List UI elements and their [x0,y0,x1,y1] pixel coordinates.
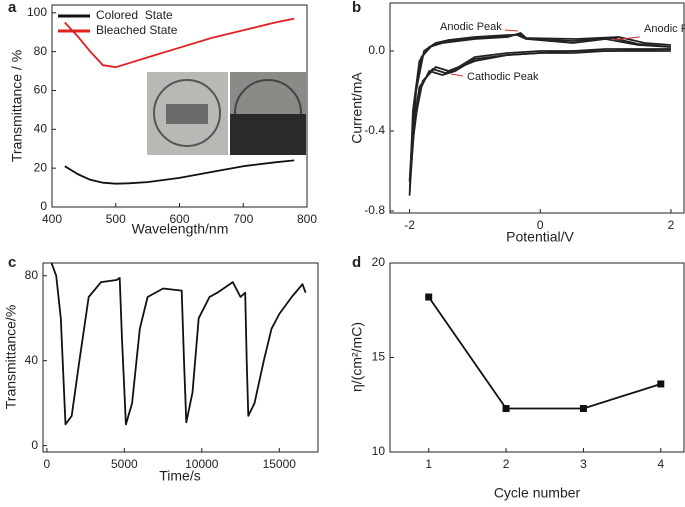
data-point [579,405,587,413]
y-tick-label: 20 [34,160,48,174]
x-tick-label: 400 [42,212,62,226]
data-line [408,33,671,182]
y-tick-label: 20 [372,255,386,269]
data-line [427,296,662,410]
panel-label: d [352,254,361,271]
data-line [410,34,671,172]
x-tick-label: 0 [44,457,51,471]
x-tick-label: -2 [404,218,415,232]
x-tick-label: 0 [537,218,544,232]
annotation: Anodic Peak [440,21,502,33]
y-tick-label: 10 [372,444,386,458]
data-line [408,32,671,196]
y-tick-label: 40 [25,353,39,367]
legend-label: Bleached State [96,23,178,37]
x-tick-label: 15000 [263,457,297,471]
data-line [50,263,307,426]
y-axis-label: Transmittance / % [9,50,25,162]
y-tick-label: 15 [372,350,386,364]
annotation-arrow [504,29,519,32]
x-axis-label: Wavelength/nm [132,221,229,237]
y-axis-label: Transmittance/% [3,305,19,410]
x-axis-label: Potential/V [506,229,574,245]
annotation: Cathodic Peak [467,71,539,83]
y-tick-label: 0.0 [368,43,385,57]
legend-label: Colored State [96,8,173,22]
y-tick-label: 40 [34,121,48,135]
y-tick-label: 80 [25,268,39,282]
data-point [502,405,510,413]
data-point [425,293,433,301]
x-tick-label: 700 [233,212,253,226]
x-tick-label: 5000 [111,457,138,471]
panel-label: a [8,0,17,16]
y-tick-label: 60 [34,83,48,97]
y-axis-label: η/(cm²/mC) [349,322,365,392]
x-tick-label: 2 [503,457,510,471]
y-tick-label: 100 [27,5,47,19]
x-tick-label: 600 [169,212,189,226]
x-tick-label: 2 [668,218,675,232]
plot-frame [42,262,319,453]
y-tick-label: 80 [34,44,48,58]
plot-frame [389,2,685,214]
y-tick-label: 0 [31,438,38,452]
y-axis-label: Current/mA [349,72,365,144]
data-line [64,159,295,185]
annotation-arrow [450,73,464,77]
annotation: Anodic Peak [644,23,685,35]
x-tick-label: 800 [297,212,317,226]
data-point [657,380,665,388]
y-tick-label: -0.4 [364,123,385,137]
x-tick-label: 10000 [185,457,219,471]
x-tick-label: 500 [106,212,126,226]
plot-frame [389,262,685,453]
annotation-arrow [611,36,641,41]
data-line [64,17,295,69]
panel-label: b [352,0,361,16]
x-tick-label: 3 [580,457,587,471]
x-axis-label: Cycle number [494,485,581,501]
y-tick-label: 0 [40,199,47,213]
y-tick-label: -0.8 [364,203,385,217]
x-axis-label: Time/s [159,468,200,484]
x-tick-label: 4 [657,457,664,471]
panel-label: c [8,254,16,271]
inset-photo [147,72,306,155]
x-tick-label: 1 [425,457,432,471]
